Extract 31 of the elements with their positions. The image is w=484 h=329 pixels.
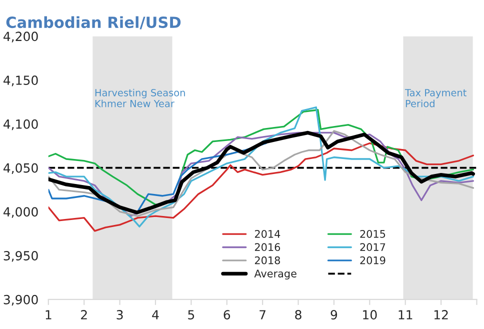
y-tick-label: 4,200 xyxy=(4,32,38,42)
legend-label: 2016 xyxy=(254,243,280,252)
legend-label: 2017 xyxy=(360,243,386,252)
x-tick-label: 10 xyxy=(363,310,377,320)
x-tick-label: 3 xyxy=(116,310,123,320)
band-label: Tax Payment Period xyxy=(404,89,466,108)
band-label: Harvesting Season Khmer New Year xyxy=(95,88,185,108)
x-tick-label: 9 xyxy=(330,310,338,320)
legend-label: 2015 xyxy=(360,230,386,238)
y-tick-label: 3,900 xyxy=(4,294,38,306)
y-tick-label: 4,150 xyxy=(4,76,38,86)
x-tick-label: 12 xyxy=(434,310,448,320)
legend-label: 2014 xyxy=(254,230,280,238)
x-tick-label: 6 xyxy=(224,310,230,320)
y-tick-label: 4,050 xyxy=(4,163,38,174)
y-tick-label: 4,100 xyxy=(4,119,38,130)
x-tick-label: 1 xyxy=(46,310,52,320)
x-tick-label: 7 xyxy=(260,310,266,320)
legend-label: 2019 xyxy=(360,256,386,264)
y-tick-label: 3,950 xyxy=(4,250,38,262)
x-tick-label: 11 xyxy=(398,310,412,320)
line-series xyxy=(48,142,474,232)
chart-title: Cambodian Riel/USD xyxy=(6,16,181,30)
line-series xyxy=(48,106,474,228)
legend-label: 2018 xyxy=(254,256,280,264)
y-tick-label: 4,000 xyxy=(4,207,38,218)
x-tick-label: 8 xyxy=(295,310,302,320)
x-tick-label: 2 xyxy=(81,310,87,320)
legend-label: Average xyxy=(254,270,296,280)
x-tick-label: 5 xyxy=(188,310,194,320)
x-tick-label: 4 xyxy=(152,310,159,320)
